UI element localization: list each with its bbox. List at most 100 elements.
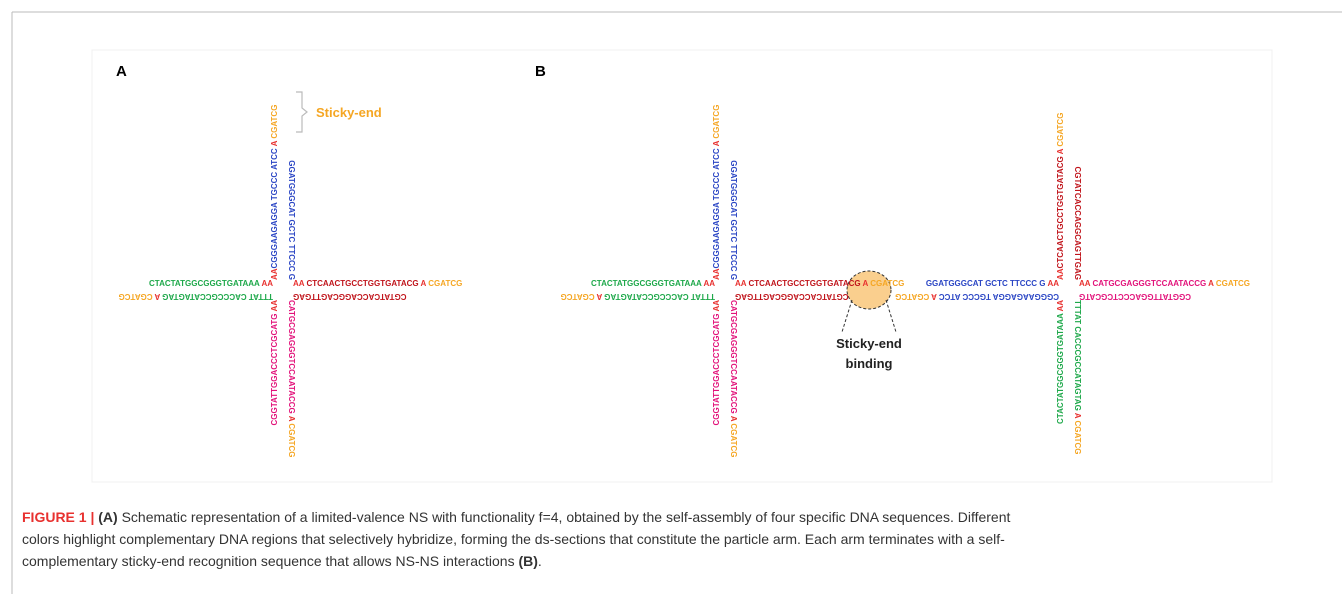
dna-strand: AA CTCAACTGCCTGGTGATACG A CGATCG [293, 279, 462, 288]
sequence-segment: A [929, 292, 939, 301]
sequence-segment: CGATCG [270, 105, 279, 139]
dna-strand: CGTATCACCAGGCAGTTGAG [1073, 167, 1082, 280]
bracket [296, 92, 307, 132]
sequence-segment: AA [293, 279, 306, 288]
sequence-segment: CGATCG [118, 292, 152, 301]
dna-strand: CGGGAAGAGGA TGCCC ATCC A CGATCG [895, 292, 1059, 301]
sequence-segment: A [270, 139, 279, 149]
caption-text: Schematic representation of a limited-va… [122, 509, 1011, 525]
sequence-segment: A [1056, 147, 1065, 157]
sequence-segment: CATGCGAGGGTCCAATACCG [287, 300, 296, 414]
sequence-segment: CGGGAAGAGGA TGCCC ATCC [712, 148, 721, 268]
sequence-segment: CTCAACTGCCTGGTGATACG [306, 279, 418, 288]
sequence-segment: AA [1079, 279, 1092, 288]
caption-panel: (A) [98, 509, 117, 525]
caption-panel: (B) [518, 553, 537, 569]
sequence-segment: TTTAT CACCCGCCATAGTAG [604, 292, 715, 301]
sequence-segment: CGTATCACCAGGCAGTTGAG [1073, 167, 1082, 280]
dna-strand: TTTAT CACCCGCCATAGTAG A CGATCG [118, 292, 273, 301]
sequence-segment: CGATCG [712, 105, 721, 139]
sequence-segment: GGATGGGCAT GCTC TTCCC G [926, 279, 1046, 288]
dna-strand: CTACTATGGCGGGTGATAAA AA [591, 279, 715, 288]
sequence-segment: A [729, 414, 738, 424]
sequence-segment: AA [270, 268, 279, 280]
sequence-segment: A [153, 292, 163, 301]
dna-strand: CATGCGAGGGTCCAATACCG A CGATCG [729, 300, 738, 457]
sequence-segment: CGATCG [1056, 113, 1065, 147]
sequence-segment: GGATGGGCAT GCTC TTCCC G [729, 160, 738, 280]
sequence-segment: A [287, 414, 296, 424]
binding-highlight [847, 271, 891, 309]
sequence-segment: AA [712, 300, 721, 314]
sequence-segment: CGATCG [428, 279, 462, 288]
sequence-segment: A [861, 279, 871, 288]
sequence-segment: CGATCG [1073, 420, 1082, 454]
sequence-segment: CGATCG [1216, 279, 1250, 288]
dna-strand: GGATGGGCAT GCTC TTCCC G [729, 160, 738, 280]
sequence-segment: AA [1056, 300, 1065, 314]
sequence-segment: AA [270, 300, 279, 314]
sequence-segment: CGATCG [287, 423, 296, 457]
dna-strand: CGTATCACCAGGCAGTTGAG [293, 292, 406, 301]
dna-strand: CGGTATTGGACCCTCGCATG AA [270, 300, 279, 426]
sequence-segment: CGTATCACCAGGCAGTTGAG [735, 292, 848, 301]
sequence-segment: CTCAACTGCCTGGTGATACG [748, 279, 860, 288]
caption-text: . [538, 553, 542, 569]
sequence-segment: CGTATCACCAGGCAGTTGAG [293, 292, 406, 301]
sequence-segment: CGATCG [895, 292, 929, 301]
annotation: Sticky-end [836, 336, 902, 351]
sequence-segment: A [712, 139, 721, 149]
panel-label: A [116, 63, 127, 80]
dna-strand: CTACTATGGCGGGTGATAAA AA [149, 279, 273, 288]
sequence-segment: A [1206, 279, 1216, 288]
caption-line: FIGURE 1 | (A) Schematic representation … [22, 509, 1011, 525]
pointer [886, 300, 896, 332]
sequence-segment: AA [712, 268, 721, 280]
sequence-segment: CGATCG [870, 279, 904, 288]
dna-strand: GGATGGGCAT GCTC TTCCC G [287, 160, 296, 280]
sequence-segment: CATGCGAGGGTCCAATACCG [1092, 279, 1206, 288]
sequence-segment: CGGGAAGAGGA TGCCC ATCC [939, 292, 1059, 301]
dna-strand: CGGTATTGGACCCTCGCATG [1079, 292, 1191, 301]
dna-strand: AACGGGAAGAGGA TGCCC ATCC A CGATCG [712, 105, 721, 280]
caption-label: FIGURE 1 | [22, 509, 94, 525]
sequence-segment: CATGCGAGGGTCCAATACCG [729, 300, 738, 414]
caption-line: colors highlight complementary DNA regio… [22, 531, 1005, 547]
figure: A B Sticky-end Sticky-end binding FIGURE… [0, 0, 1342, 594]
sequence-segment: TTTAT CACCCGCCATAGTAG [1073, 300, 1082, 411]
dna-strand: TTTAT CACCCGCCATAGTAG A CGATCG [1073, 300, 1082, 455]
figure-panel [92, 50, 1272, 482]
caption-line: complementary sticky-end recognition seq… [22, 553, 542, 569]
caption-text: complementary sticky-end recognition seq… [22, 553, 515, 569]
sequence-segment: TTTAT CACCCGCCATAGTAG [162, 292, 273, 301]
dna-strand: CGTATCACCAGGCAGTTGAG [735, 292, 848, 301]
sequence-segment: CTACTATGGCGGGTGATAAA [1056, 313, 1065, 424]
sequence-segment: CGGTATTGGACCCTCGCATG [712, 313, 721, 425]
sequence-segment: CGGTATTGGACCCTCGCATG [1079, 292, 1191, 301]
sequence-segment: GGATGGGCAT GCTC TTCCC G [287, 160, 296, 280]
annotation: Sticky-end [316, 105, 382, 120]
sequence-segment: A [419, 279, 429, 288]
sequence-segment: CGGGAAGAGGA TGCCC ATCC [270, 148, 279, 268]
dna-strand: TTTAT CACCCGCCATAGTAG A CGATCG [560, 292, 715, 301]
dna-strand: CATGCGAGGGTCCAATACCG A CGATCG [287, 300, 296, 457]
sequence-segment: AA [735, 279, 748, 288]
sequence-segment: CGATCG [560, 292, 594, 301]
sequence-segment: CTCAACTGCCTGGTGATACG [1056, 156, 1065, 268]
pointer [842, 300, 852, 332]
sequence-segment: A [1073, 411, 1082, 421]
dna-strand: AA CATGCGAGGGTCCAATACCG A CGATCG [1079, 279, 1250, 288]
dna-strand: AACGGGAAGAGGA TGCCC ATCC A CGATCG [270, 105, 279, 280]
dna-strand: CTACTATGGCGGGTGATAAA AA [1056, 300, 1065, 424]
panel-label: B [535, 63, 546, 80]
annotation: binding [846, 356, 893, 371]
dna-strand: CGGTATTGGACCCTCGCATG AA [712, 300, 721, 426]
dna-strand: AACTCAACTGCCTGGTGATACG A CGATCG [1056, 113, 1065, 280]
dna-strand: AA CTCAACTGCCTGGTGATACG A CGATCG [735, 279, 904, 288]
caption-text: colors highlight complementary DNA regio… [22, 531, 1005, 547]
sequence-segment: CGATCG [729, 423, 738, 457]
sequence-segment: CGGTATTGGACCCTCGCATG [270, 313, 279, 425]
sequence-segment: A [595, 292, 605, 301]
dna-strand: GGATGGGCAT GCTC TTCCC G AA [926, 279, 1059, 288]
sequence-segment: CTACTATGGCGGGTGATAAA [149, 279, 260, 288]
